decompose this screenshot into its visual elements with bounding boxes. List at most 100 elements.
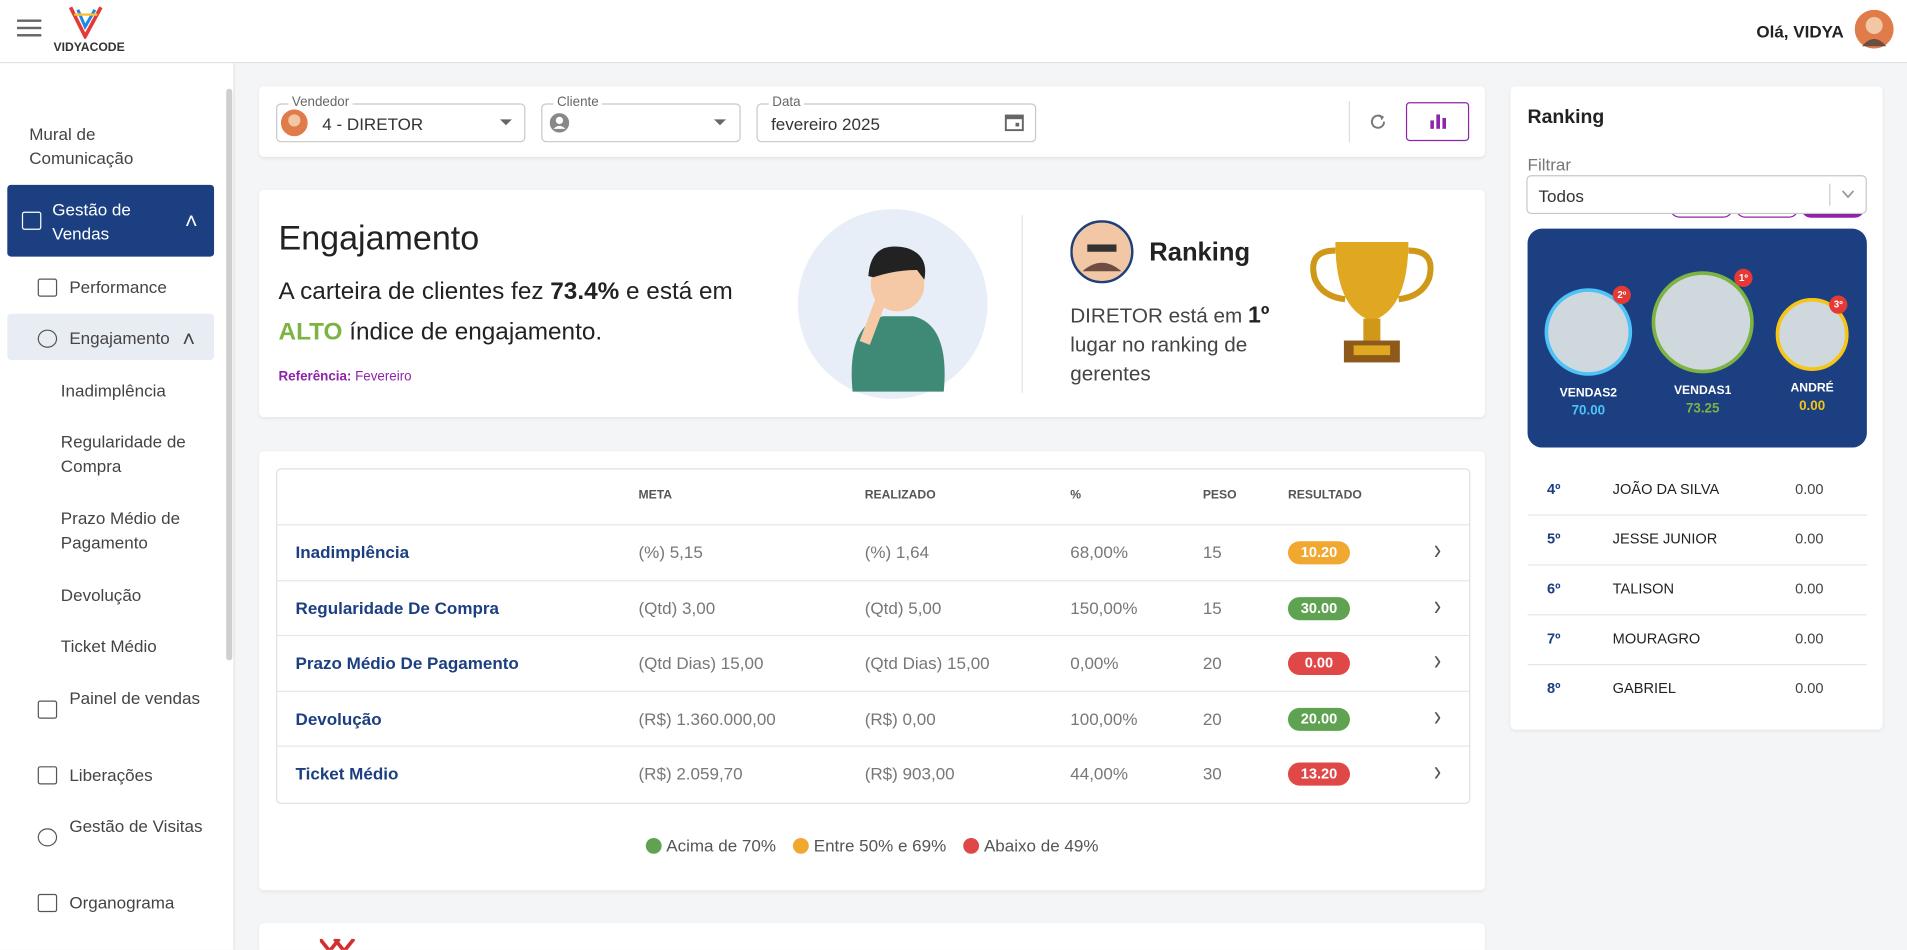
row-border [277, 690, 1470, 692]
label: Vendedor [288, 94, 353, 110]
engagement-card: Engajamento A carteira de clientes fez 7… [259, 189, 1485, 418]
menu-icon [21, 211, 42, 230]
legend-item: Abaixo de 49% [963, 836, 1098, 855]
row-chevron: › [1433, 533, 1442, 566]
name: VENDAS2 [1559, 386, 1618, 401]
row-border [277, 579, 1470, 581]
name: ANDRÉ [1790, 381, 1834, 396]
menu-item[interactable]: Gestão de Vendas [52, 199, 131, 244]
legend-item: Entre 50% e 69% [793, 836, 946, 855]
column-header: REALIZADO [864, 488, 936, 503]
percent: 73.4% [550, 278, 620, 306]
refresh-button[interactable] [1368, 112, 1387, 131]
menu-item[interactable]: Organograma [69, 892, 175, 913]
icon [1430, 114, 1447, 129]
ranking-cell: 0.00 [1795, 679, 1824, 697]
ranking-cell: 0.00 [1795, 480, 1824, 498]
value: Fevereiro [355, 369, 412, 385]
menu-item[interactable]: Inadimplência [60, 380, 166, 401]
score: 73.25 [1685, 401, 1720, 416]
menu-item[interactable]: Devolução [60, 584, 142, 605]
divider [1348, 100, 1350, 143]
row-name[interactable]: Prazo Médio De Pagamento [295, 653, 519, 673]
illustration [797, 209, 988, 399]
avatar [280, 109, 308, 137]
ranking-panel: Ranking NÍVEL1NÍVEL2NÍVEL3 Filtrar Todos… [1510, 86, 1883, 730]
ranking-avatar [1070, 220, 1134, 284]
text: e está em [619, 278, 733, 306]
result-badge: 30.00 [1287, 596, 1350, 620]
row-name[interactable]: Devolução [295, 708, 382, 728]
menu-item[interactable]: Liberações [69, 764, 153, 785]
filter-select[interactable]: Todos [1526, 175, 1867, 215]
reference: Referência: Fevereiro [279, 370, 412, 385]
ranking-cell: 8º [1547, 679, 1561, 697]
cell: (Qtd) 3,00 [638, 597, 716, 618]
score: 0.00 [1799, 398, 1826, 414]
name: VENDAS1 [1673, 384, 1732, 398]
row-name[interactable]: Regularidade De Compra [295, 597, 499, 618]
cell: (R$) 1.360.000,00 [638, 708, 776, 728]
legend-label: Entre 50% e 69% [813, 835, 947, 855]
title: Engajamento [278, 218, 480, 257]
rank-badge: 1º [1734, 268, 1753, 288]
menu-item[interactable]: Gestão de Visitas [69, 816, 203, 836]
ranking-cell: GABRIEL [1612, 679, 1676, 697]
active-group[interactable] [7, 184, 215, 257]
column-header: PESO [1202, 488, 1237, 503]
ranking-cell: MOURAGRO [1612, 629, 1701, 648]
row-name[interactable]: Inadimplência [295, 542, 410, 562]
ranking-cell: 5º [1547, 530, 1561, 548]
legend-label: Acima de 70% [666, 835, 777, 855]
menu-item[interactable]: Prazo Médio de Pagamento [60, 508, 181, 553]
menu-item[interactable]: Regularidade de Compra [60, 431, 186, 476]
cell: 20 [1202, 708, 1222, 728]
row-chevron: › [1433, 589, 1442, 621]
top-bar [0, 0, 1907, 64]
row-border [1527, 564, 1867, 566]
sep [1829, 183, 1831, 206]
ranking-cell: 0.00 [1795, 530, 1824, 548]
row-border [277, 745, 1470, 747]
ranking-cell: 6º [1547, 580, 1561, 598]
text: A carteira de clientes fez [278, 278, 551, 306]
chart-button[interactable] [1405, 102, 1470, 142]
data-picker[interactable]: Data fevereiro 2025 [756, 94, 1037, 143]
avatar [1651, 271, 1754, 374]
scrollbar [226, 88, 233, 661]
column-header: RESULTADO [1287, 488, 1362, 503]
menu-item[interactable]: Ticket Médio [60, 636, 157, 656]
menu-icon [37, 278, 58, 297]
menu-button[interactable] [17, 19, 44, 38]
vendedor-select[interactable]: Vendedor 4 - DIRETOR [276, 94, 526, 143]
column-header: META [638, 488, 673, 503]
cell: (R$) 0,00 [864, 708, 936, 728]
cliente-select[interactable]: Cliente [541, 94, 741, 143]
cell: 20 [1202, 653, 1222, 673]
ranking-cell: JOÃO DA SILVA [1612, 480, 1720, 498]
divider [1021, 215, 1023, 393]
menu-item[interactable]: Painel de vendas [69, 688, 200, 708]
menu-item[interactable]: Engajamento [69, 328, 170, 348]
rank-badge: 2º [1612, 285, 1631, 305]
row-chevron: › [1433, 644, 1442, 677]
table-card: META REALIZADO% PESO RESULTADO Inadimplência… [259, 451, 1485, 891]
rank-badge: 3º [1829, 295, 1848, 314]
menu-item[interactable]: Performance [69, 277, 167, 297]
user-avatar[interactable] [1854, 9, 1894, 49]
menu-icon [37, 700, 58, 719]
cell: (%) 1,64 [864, 542, 930, 562]
cell: (Qtd Dias) 15,00 [638, 653, 764, 673]
menu-item[interactable]: Mural de Comunicação [29, 124, 134, 168]
result-badge: 13.20 [1287, 762, 1350, 786]
row-name[interactable]: Ticket Médio [295, 763, 399, 784]
label: Referência: [278, 369, 352, 385]
trophy [1310, 242, 1434, 363]
ranking-cell: 0.00 [1795, 580, 1824, 598]
greeting: Olá, VIDYA [1756, 21, 1844, 42]
legend-label: Abaixo de 49% [983, 835, 1099, 855]
value: 4 - DIRETOR [322, 114, 424, 134]
icon [549, 113, 570, 133]
row-chevron: › [1433, 755, 1442, 787]
legend-dot [793, 837, 809, 854]
